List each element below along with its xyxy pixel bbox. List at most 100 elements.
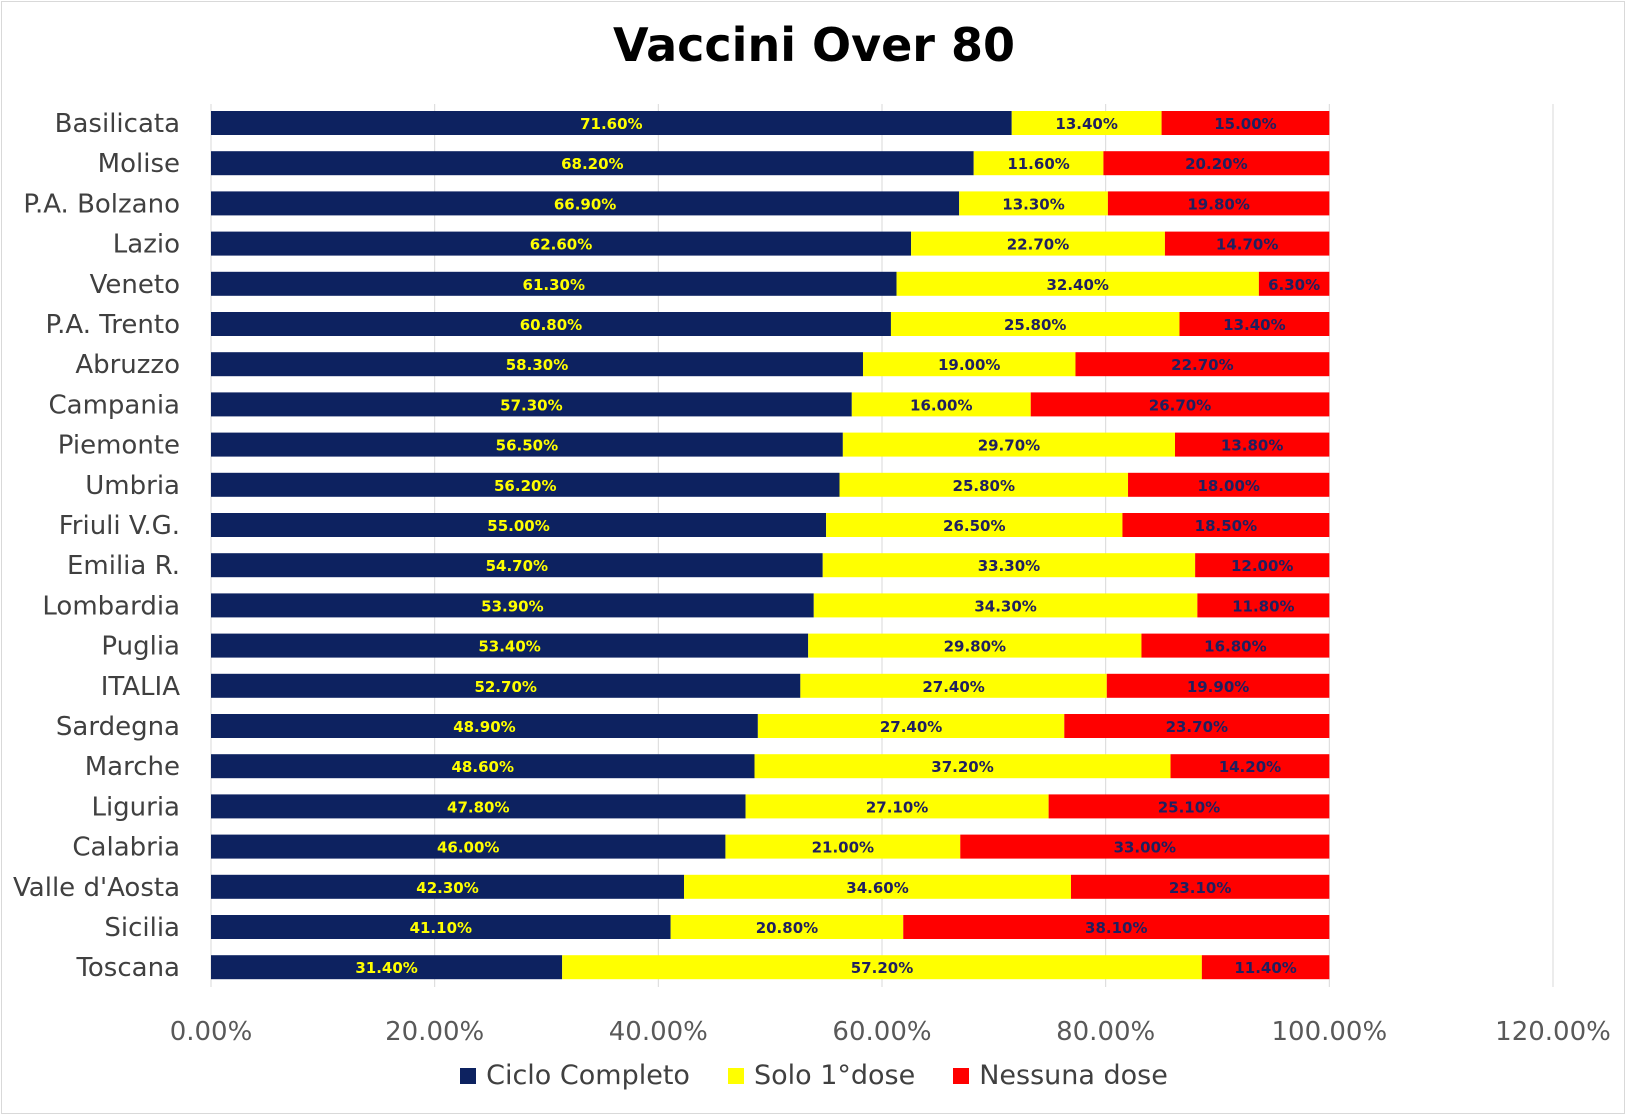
bar-solo-1-dose — [842, 432, 1176, 457]
bar-ciclo-completo — [211, 633, 809, 658]
bar-nessuna-dose — [1075, 352, 1330, 377]
data-label: 13.40% — [1055, 115, 1117, 133]
data-label: 19.90% — [1187, 678, 1249, 696]
data-label: 37.20% — [931, 758, 993, 776]
bar-ciclo-completo — [211, 271, 897, 296]
legend-item-nessuna-dose: Nessuna dose — [953, 1060, 1168, 1091]
data-label: 55.00% — [487, 517, 549, 535]
y-category-label: Friuli V.G. — [59, 511, 180, 541]
x-tick-label: 100.00% — [1271, 1017, 1387, 1047]
data-label: 54.70% — [486, 557, 548, 575]
data-label: 12.00% — [1231, 557, 1293, 575]
bar-solo-1-dose — [862, 352, 1076, 377]
bar-nessuna-dose — [1170, 754, 1330, 779]
bar-ciclo-completo — [211, 191, 960, 216]
y-category-label: Campania — [49, 390, 181, 420]
data-label: 48.60% — [452, 758, 514, 776]
bar-ciclo-completo — [211, 312, 891, 336]
y-category-label: Marche — [85, 752, 180, 782]
bar-ciclo-completo — [211, 392, 852, 417]
bar-solo-1-dose — [896, 271, 1259, 296]
bar-solo-1-dose — [808, 633, 1142, 658]
data-label: 22.70% — [1007, 236, 1069, 254]
data-label: 71.60% — [580, 115, 642, 133]
bar-nessuna-dose — [1107, 191, 1330, 216]
data-label: 6.30% — [1268, 276, 1320, 294]
bar-nessuna-dose — [1064, 714, 1330, 738]
bar-ciclo-completo — [211, 513, 827, 537]
x-tick-label: 120.00% — [1495, 1017, 1611, 1047]
y-category-label: Veneto — [90, 270, 180, 300]
data-label: 68.20% — [561, 155, 623, 173]
data-label: 13.30% — [1002, 195, 1064, 213]
x-tick-label: 60.00% — [832, 1017, 931, 1047]
bar-solo-1-dose — [670, 915, 904, 939]
y-category-label: Emilia R. — [67, 551, 180, 581]
bar-ciclo-completo — [211, 151, 974, 176]
bar-solo-1-dose — [839, 472, 1129, 497]
y-category-label: Sardegna — [56, 712, 180, 742]
bar-solo-1-dose — [911, 231, 1165, 256]
data-label: 53.90% — [481, 597, 543, 615]
x-tick-label: 40.00% — [609, 1017, 708, 1047]
bar-solo-1-dose — [959, 191, 1108, 216]
y-category-label: Basilicata — [55, 109, 180, 139]
legend-label-nessuna-dose: Nessuna dose — [979, 1060, 1168, 1091]
data-label: 22.70% — [1171, 356, 1233, 374]
data-label: 47.80% — [447, 798, 509, 816]
data-label: 31.40% — [355, 959, 417, 977]
chart-title: Vaccini Over 80 — [613, 18, 1015, 72]
bar-ciclo-completo — [211, 553, 823, 578]
y-category-label: Lombardia — [42, 591, 180, 621]
bar-nessuna-dose — [903, 915, 1330, 939]
data-label: 25.10% — [1158, 798, 1220, 816]
data-label: 27.10% — [866, 798, 928, 816]
data-label: 34.30% — [974, 597, 1036, 615]
chart-legend: Ciclo Completo Solo 1°dose Nessuna dose — [0, 1060, 1628, 1091]
data-label: 53.40% — [478, 638, 540, 656]
data-label: 61.30% — [523, 276, 585, 294]
data-label: 48.90% — [453, 718, 515, 736]
y-category-label: Valle d'Aosta — [13, 873, 180, 903]
x-tick-label: 80.00% — [1056, 1017, 1155, 1047]
data-label: 42.30% — [416, 879, 478, 897]
data-label: 18.00% — [1197, 477, 1259, 495]
data-label: 21.00% — [812, 839, 874, 857]
data-label: 41.10% — [410, 919, 472, 937]
bar-ciclo-completo — [211, 955, 563, 980]
x-tick-label: 20.00% — [385, 1017, 484, 1047]
bar-solo-1-dose — [800, 673, 1107, 698]
data-label: 58.30% — [506, 356, 568, 374]
bar-nessuna-dose — [1179, 312, 1330, 336]
data-label: 26.50% — [943, 517, 1005, 535]
data-label: 32.40% — [1046, 276, 1108, 294]
bar-nessuna-dose — [1164, 231, 1330, 256]
bar-solo-1-dose — [745, 794, 1049, 819]
bar-solo-1-dose — [1011, 111, 1162, 135]
legend-swatch-nessuna-dose — [953, 1067, 970, 1084]
bar-nessuna-dose — [1161, 111, 1330, 135]
data-label: 60.80% — [520, 316, 582, 334]
data-label: 13.80% — [1221, 437, 1283, 455]
bar-nessuna-dose — [1122, 513, 1330, 537]
bar-nessuna-dose — [1175, 432, 1330, 457]
data-label: 11.40% — [1234, 959, 1296, 977]
data-label: 52.70% — [474, 678, 536, 696]
y-category-label: P.A. Trento — [45, 310, 180, 340]
data-label: 11.80% — [1232, 597, 1294, 615]
bar-ciclo-completo — [211, 231, 912, 256]
data-label: 14.70% — [1216, 236, 1278, 254]
bar-nessuna-dose — [1106, 673, 1330, 698]
bar-nessuna-dose — [1128, 472, 1330, 497]
y-category-label: Molise — [98, 149, 180, 179]
bar-nessuna-dose — [1258, 271, 1330, 296]
bar-ciclo-completo — [211, 111, 1012, 135]
data-label: 19.00% — [938, 356, 1000, 374]
data-label: 18.50% — [1195, 517, 1257, 535]
bar-solo-1-dose — [890, 312, 1180, 336]
data-label: 57.20% — [851, 959, 913, 977]
bar-solo-1-dose — [562, 955, 1202, 980]
bar-nessuna-dose — [1197, 593, 1330, 618]
data-label: 56.50% — [496, 437, 558, 455]
